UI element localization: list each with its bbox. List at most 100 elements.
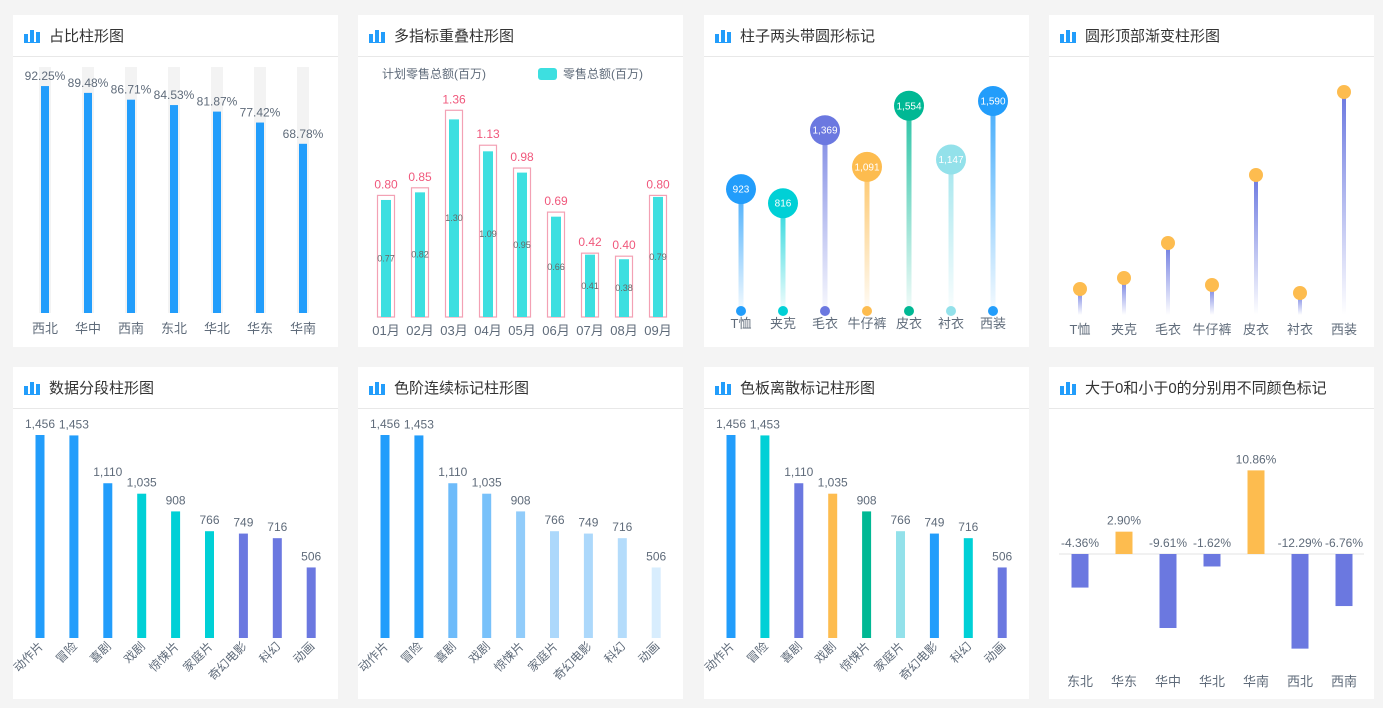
bar-chart-icon (1060, 381, 1076, 395)
x-tick-label: 西装 (1331, 322, 1357, 337)
card-header: 色阶连续标记柱形图 (358, 367, 683, 409)
value-label: 86.71% (111, 83, 152, 97)
chart-plot: 计划零售总额(百万) 零售总额(百万) 0.80 0.77 01月 0.85 0.82 02月… (372, 66, 671, 338)
bar (137, 493, 147, 638)
bar (896, 531, 905, 638)
x-tick-label: 皮衣 (1243, 322, 1269, 337)
bar-chart-icon (369, 381, 385, 395)
value-label: 1,091 (854, 162, 879, 173)
x-tick-label: 动作片 (356, 639, 391, 674)
bar (1247, 470, 1265, 554)
x-tick-label: 衬衣 (938, 316, 964, 331)
value-label: 1,453 (59, 417, 89, 431)
x-tick-label: T恤 (1070, 322, 1091, 337)
bar (1335, 554, 1353, 607)
actual-value-label: 0.95 (513, 240, 531, 250)
chart-card: 多指标重叠柱形图 计划零售总额(百万) 零售总额(百万) 0.80 0.77 01月 0.8… (358, 15, 683, 347)
actual-value-label: 0.41 (581, 281, 599, 291)
bar (448, 483, 458, 638)
x-tick-label: 09月 (644, 323, 671, 338)
bar-stem (822, 130, 828, 311)
value-label: -12.29% (1278, 536, 1323, 550)
x-tick-label: 动画 (635, 639, 662, 666)
x-tick-label: 西装 (980, 316, 1006, 331)
value-label: 908 (166, 493, 186, 507)
bar-chart-icon (1060, 29, 1076, 43)
bar (1071, 554, 1089, 588)
value-label: -4.36% (1061, 536, 1099, 550)
value-label: 716 (612, 520, 632, 534)
x-tick-label: T恤 (731, 316, 752, 331)
bar-stem (738, 189, 744, 311)
bar (1115, 531, 1133, 554)
bar (997, 567, 1007, 638)
top-bubble (936, 144, 966, 175)
value-label: 1,110 (93, 465, 122, 479)
value-label: 1,453 (750, 417, 780, 431)
bar-stem (1210, 285, 1214, 315)
actual-value-label: 1.09 (479, 229, 497, 239)
x-tick-label: 西北 (32, 321, 58, 336)
plan-value-label: 0.80 (374, 177, 398, 191)
value-label: 1,147 (938, 155, 963, 166)
bar (299, 143, 307, 313)
bar (238, 533, 248, 638)
value-label: -9.61% (1149, 536, 1187, 550)
x-tick-label: 惊悚片 (837, 639, 873, 675)
chart-plot: 923 T恤 816 夹克 1,369 毛衣 1,091 牛仔裤 1,554 皮衣 1,147 衬衣 1… (726, 86, 1008, 331)
card-header: 占比柱形图 (13, 15, 338, 57)
chart-card: 占比柱形图 92.25% 西北 89.48% 华中 86.71% 西南 84.53% 东北 81.… (13, 15, 338, 347)
chart-title: 大于0和小于0的分别用不同颜色标记 (1085, 380, 1327, 397)
card-header: 色板离散标记柱形图 (704, 367, 1029, 409)
bar (256, 122, 264, 313)
top-dot (1073, 282, 1087, 296)
bar-stem (1342, 92, 1346, 315)
actual-bar (517, 172, 527, 317)
bar-chart-icon (24, 381, 40, 395)
chart-card: 柱子两头带圆形标记 923 T恤 816 夹克 1,369 毛衣 1,091 牛仔裤 1,554 皮… (704, 15, 1029, 347)
value-label: 908 (857, 493, 877, 507)
bar (963, 538, 973, 638)
x-tick-label: 04月 (474, 323, 501, 338)
bar-chart-icon (715, 29, 731, 43)
x-tick-label: 华中 (75, 321, 101, 336)
value-label: 766 (199, 513, 219, 527)
bar (862, 511, 872, 638)
x-tick-label: 科幻 (602, 639, 629, 666)
chart-title: 圆形顶部渐变柱形图 (1085, 28, 1221, 45)
bar (617, 538, 627, 638)
x-tick-label: 惊悚片 (491, 639, 527, 675)
value-label: 68.78% (283, 127, 324, 141)
bar-chart-icon (715, 381, 731, 395)
value-label: 2.90% (1107, 514, 1141, 528)
bottom-dot (736, 306, 746, 316)
value-label: 1,110 (784, 465, 813, 479)
x-tick-label: 华南 (290, 321, 316, 336)
bar (583, 533, 593, 638)
plan-value-label: 0.80 (646, 177, 670, 191)
bar (1203, 554, 1221, 567)
bar (929, 533, 939, 638)
value-label: 1,035 (818, 476, 848, 490)
bar (272, 538, 282, 638)
value-label: 1,035 (472, 476, 502, 490)
value-label: 1,369 (812, 126, 837, 137)
plan-value-label: 0.42 (578, 235, 602, 249)
bar (41, 86, 49, 313)
bottom-dot (778, 306, 788, 316)
actual-value-label: 0.77 (377, 253, 395, 263)
top-dot (1249, 168, 1263, 182)
top-bubble (852, 151, 882, 182)
bar-chart-icon (369, 29, 385, 43)
value-label: 816 (775, 199, 792, 210)
bar (205, 531, 214, 638)
x-tick-label: 东北 (161, 321, 187, 336)
value-label: 766 (890, 513, 910, 527)
bar (726, 435, 736, 638)
value-label: 10.86% (1236, 452, 1277, 466)
actual-bar (449, 119, 459, 318)
value-label: 716 (958, 520, 978, 534)
x-tick-label: 06月 (542, 323, 569, 338)
chart-title: 柱子两头带圆形标记 (740, 28, 876, 45)
bar (84, 92, 92, 313)
